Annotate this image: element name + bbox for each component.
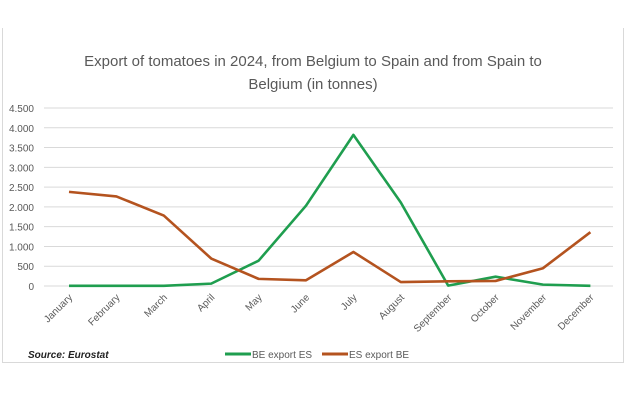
- y-tick-label: 1.500: [9, 223, 34, 234]
- x-tick-label: January: [42, 292, 75, 325]
- series-line-be-export-es: [69, 133, 591, 288]
- x-tick-label: August: [377, 292, 407, 322]
- source-note: Source: Eurostat: [28, 350, 109, 361]
- x-tick-label: November: [509, 292, 550, 333]
- x-tick-label: March: [142, 292, 169, 319]
- legend-label-es-export-be: ES export BE: [349, 350, 409, 361]
- legend: BE export ES ES export BE: [225, 350, 409, 361]
- y-tick-label: 1.000: [9, 242, 34, 253]
- y-tick-label: 4.000: [9, 124, 34, 135]
- y-tick-label: 500: [17, 262, 34, 273]
- x-tick-label: May: [244, 292, 265, 313]
- x-tick-label: February: [86, 292, 122, 328]
- chart-frame: [2, 28, 624, 363]
- y-tick-label: 2.000: [9, 203, 34, 214]
- x-tick-label: June: [289, 292, 312, 315]
- series-line-es-export-be: [68, 190, 592, 284]
- x-tick-label: October: [469, 292, 502, 325]
- chart-title-line-2: Belgium (in tonnes): [248, 76, 377, 93]
- y-tick-label: 3.000: [9, 163, 34, 174]
- y-tick-label: 0: [28, 282, 34, 293]
- chart-title-line-1: Export of tomatoes in 2024, from Belgium…: [84, 53, 542, 70]
- y-tick-label: 4.500: [9, 104, 34, 115]
- y-tick-label: 3.500: [9, 144, 34, 155]
- y-tick-label: 2.500: [9, 183, 34, 194]
- x-tick-label: July: [339, 292, 359, 312]
- x-tick-label: September: [412, 292, 455, 335]
- x-tick-label: December: [556, 292, 597, 333]
- legend-label-be-export-es: BE export ES: [252, 350, 312, 361]
- x-tick-label: April: [195, 292, 217, 314]
